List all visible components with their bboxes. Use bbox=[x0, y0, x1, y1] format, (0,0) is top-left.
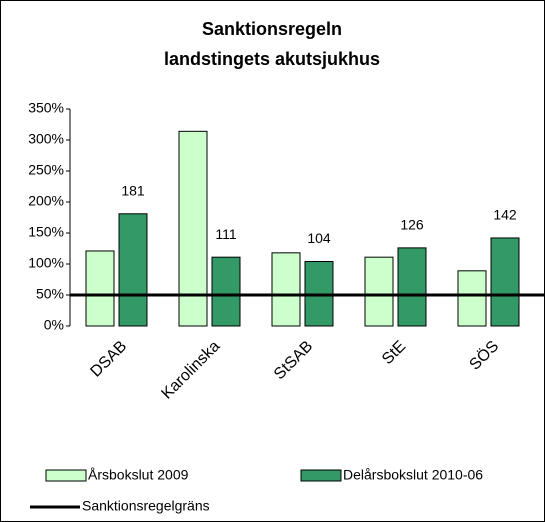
legend-label: Sanktionsregelgräns bbox=[82, 498, 210, 514]
y-tick-label: 300% bbox=[28, 131, 64, 147]
bar bbox=[457, 270, 487, 327]
legend-swatch bbox=[45, 469, 87, 482]
bar bbox=[211, 256, 241, 327]
data-label: 104 bbox=[307, 230, 331, 246]
y-tick-label: 50% bbox=[36, 286, 64, 302]
data-label: 126 bbox=[400, 217, 424, 233]
legend-label: Delårsbokslut 2010-06 bbox=[343, 467, 483, 483]
y-tick-label: 250% bbox=[28, 162, 64, 178]
chart-title: landstingets akutsjukhus bbox=[164, 49, 380, 69]
bar bbox=[118, 213, 148, 327]
bar bbox=[271, 252, 301, 327]
bar bbox=[85, 250, 115, 327]
y-tick-label: 150% bbox=[28, 224, 64, 240]
data-label: 181 bbox=[121, 182, 145, 198]
data-label: 142 bbox=[493, 207, 517, 223]
data-label: 111 bbox=[215, 226, 236, 242]
bar bbox=[364, 256, 394, 327]
y-tick-label: 350% bbox=[28, 100, 64, 116]
legend-label: Årsbokslut 2009 bbox=[88, 467, 189, 483]
bar bbox=[490, 237, 520, 327]
bar bbox=[178, 130, 208, 327]
y-tick-label: 100% bbox=[28, 255, 64, 271]
chart-title: Sanktionsregeln bbox=[202, 19, 342, 39]
legend-swatch bbox=[300, 469, 342, 482]
y-tick-label: 200% bbox=[28, 193, 64, 209]
bar bbox=[397, 247, 427, 327]
y-tick-label: 0% bbox=[44, 317, 64, 333]
